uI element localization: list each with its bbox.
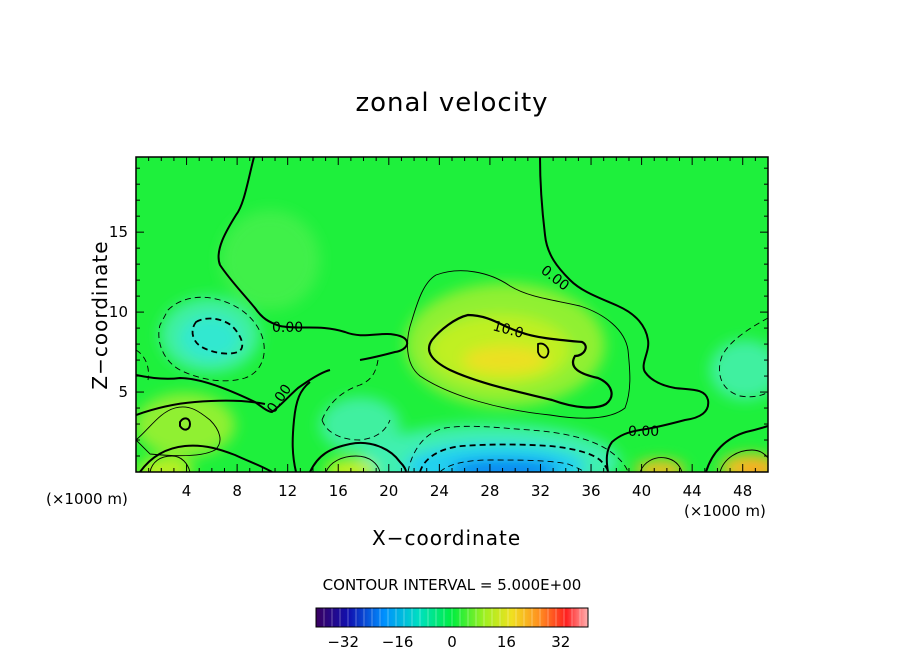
contour-5-sfc-c — [639, 457, 683, 472]
chart-title: zonal velocity — [355, 88, 549, 118]
contour-zero-right-sfc — [705, 425, 768, 472]
contour-neg5-mid — [321, 359, 391, 441]
colorbar-tick-label: 0 — [447, 633, 457, 651]
contour-5-jet — [407, 270, 631, 419]
colorbar-tick-label: 32 — [551, 633, 570, 651]
colorbar-tick-label: −16 — [382, 633, 414, 651]
contour-neg5-sfc — [407, 425, 629, 472]
contour-label: 10.0 — [491, 318, 525, 342]
contour-lines — [136, 157, 768, 472]
contour-10-left-dot — [179, 417, 192, 431]
x-tick-label: 40 — [632, 482, 651, 500]
contour-zero-mid-vertical — [291, 381, 311, 472]
contour-neg10-sfc — [419, 443, 609, 472]
contour-neg5-left-edge — [136, 349, 149, 381]
x-tick-label: 48 — [733, 482, 752, 500]
color-field — [136, 157, 768, 472]
x-tick-label: 24 — [430, 482, 449, 500]
contour-10-small — [537, 342, 550, 359]
contour-5-sfc-b — [325, 455, 381, 472]
contour-zero-sfc-mid — [309, 442, 407, 472]
y-tick-label: 15 — [109, 223, 128, 241]
contour-neg5-upper-left — [158, 296, 265, 382]
y-tick-label: 5 — [118, 383, 128, 401]
contour-5-sfc-d — [719, 449, 768, 472]
colorbar: −32 −16 0 16 32 — [315, 607, 589, 651]
contour-zero-upper-left — [217, 157, 409, 361]
colorbar-frame — [315, 607, 589, 628]
contour-zero-left-low — [136, 399, 266, 416]
contour-zero-right — [539, 157, 710, 472]
x-tick-label: 20 — [379, 482, 398, 500]
x-tick-label: 12 — [278, 482, 297, 500]
x-tick-label: 36 — [581, 482, 600, 500]
x-axis: 4 8 12 16 20 24 28 32 36 40 44 48 — [148, 157, 756, 500]
y-tick-label: 10 — [109, 303, 128, 321]
y-axis: 5 10 15 — [109, 167, 768, 457]
colorbar-tick-label: −32 — [327, 633, 359, 651]
x-tick-label: 44 — [683, 482, 702, 500]
x-axis-unit-left: (×1000 m) — [46, 490, 128, 508]
contour-label: 0.00 — [272, 320, 303, 336]
x-axis-label: X−coordinate — [372, 526, 522, 550]
x-tick-label: 8 — [232, 482, 242, 500]
colorbar-tick-label: 16 — [497, 633, 516, 651]
x-axis-unit-right: (×1000 m) — [684, 502, 766, 520]
contour-label: 0.00 — [628, 424, 659, 440]
contour-interval-text: CONTOUR INTERVAL = 5.000E+00 — [322, 576, 582, 594]
contour-5-left-low — [136, 406, 221, 457]
x-tick-label: 32 — [531, 482, 550, 500]
contour-neg5-right — [719, 317, 768, 398]
x-tick-label: 16 — [329, 482, 348, 500]
contour-10 — [427, 313, 613, 409]
contour-5-sfc-a — [149, 455, 191, 472]
x-tick-label: 28 — [480, 482, 499, 500]
contour-zero-left-lower — [136, 369, 331, 414]
x-tick-label: 4 — [182, 482, 192, 500]
